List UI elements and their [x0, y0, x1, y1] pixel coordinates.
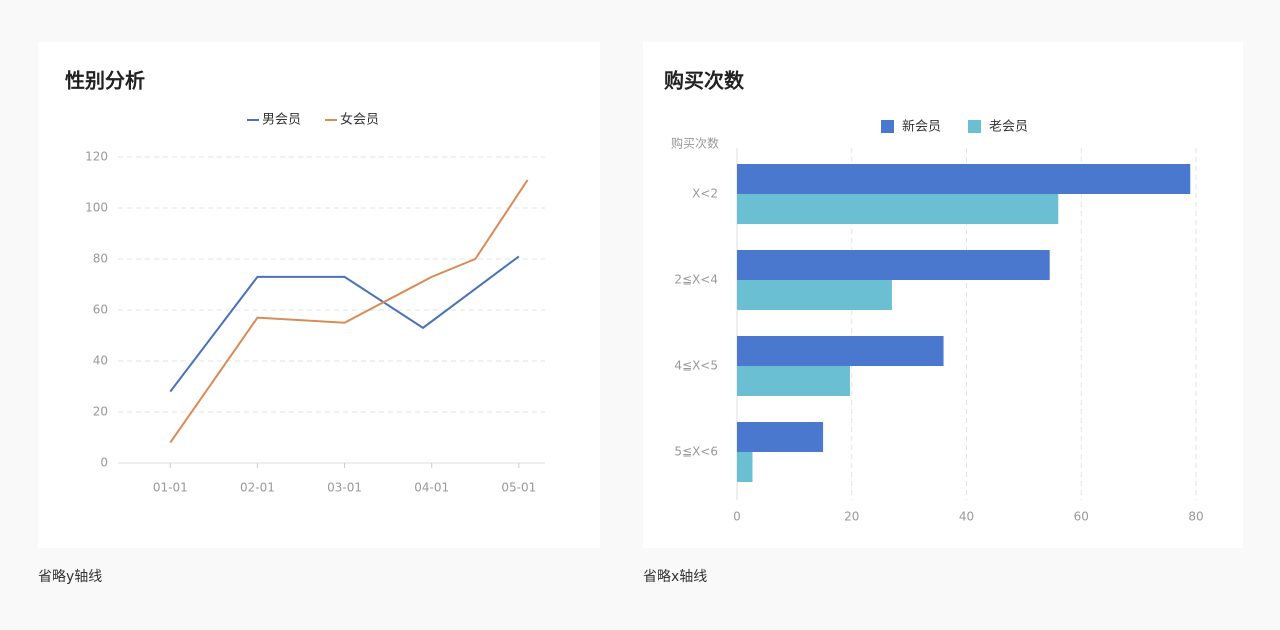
- x-tick-label: 20: [844, 510, 859, 524]
- legend-label: 新会员: [902, 119, 941, 135]
- bar: [737, 336, 944, 366]
- chart-title: 性别分析: [65, 69, 145, 93]
- x-tick-label: 04-01: [414, 481, 449, 495]
- bar: [737, 164, 1191, 194]
- bar: [737, 280, 892, 310]
- chart-title: 购买次数: [664, 69, 745, 93]
- x-tick-label: 03-01: [327, 481, 362, 495]
- bar: [737, 452, 753, 482]
- card: [643, 42, 1243, 548]
- bar: [737, 250, 1050, 280]
- bar: [737, 194, 1059, 224]
- x-tick-label: 0: [733, 510, 741, 524]
- caption: 省略x轴线: [643, 569, 707, 585]
- legend-label: 老会员: [989, 120, 1028, 135]
- line-series: [169, 255, 520, 393]
- y-tick-label: 20: [93, 405, 108, 419]
- y-tick-label: 80: [93, 252, 108, 266]
- y-tick-label: 60: [93, 303, 108, 317]
- bar: [737, 366, 851, 396]
- y-tick-label: 120: [85, 150, 108, 164]
- legend-swatch: [968, 120, 981, 133]
- legend-label: 女会员: [340, 112, 379, 128]
- y-tick-label: 0: [100, 456, 108, 470]
- y-tick-label: 4≦X<5: [674, 359, 718, 373]
- x-tick-label: 02-01: [240, 481, 275, 495]
- card: [38, 42, 600, 548]
- x-tick-label: 80: [1188, 510, 1203, 524]
- y-tick-label: X<2: [692, 187, 718, 201]
- y-tick-label: 5≦X<6: [674, 445, 718, 459]
- y-tick-label: 2≦X<4: [674, 273, 718, 287]
- x-tick-label: 05-01: [501, 481, 536, 495]
- line-series: [169, 179, 529, 444]
- caption: 省略y轴线: [38, 569, 102, 585]
- legend-label: 男会员: [262, 113, 301, 128]
- x-tick-label: 01-01: [153, 481, 188, 495]
- x-tick-label: 40: [959, 510, 974, 524]
- x-tick-label: 60: [1074, 510, 1089, 524]
- y-axis-label: 购买次数: [671, 136, 719, 151]
- bar: [737, 422, 824, 452]
- legend-swatch: [881, 120, 894, 133]
- y-tick-label: 40: [93, 354, 108, 368]
- y-tick-label: 100: [85, 201, 108, 215]
